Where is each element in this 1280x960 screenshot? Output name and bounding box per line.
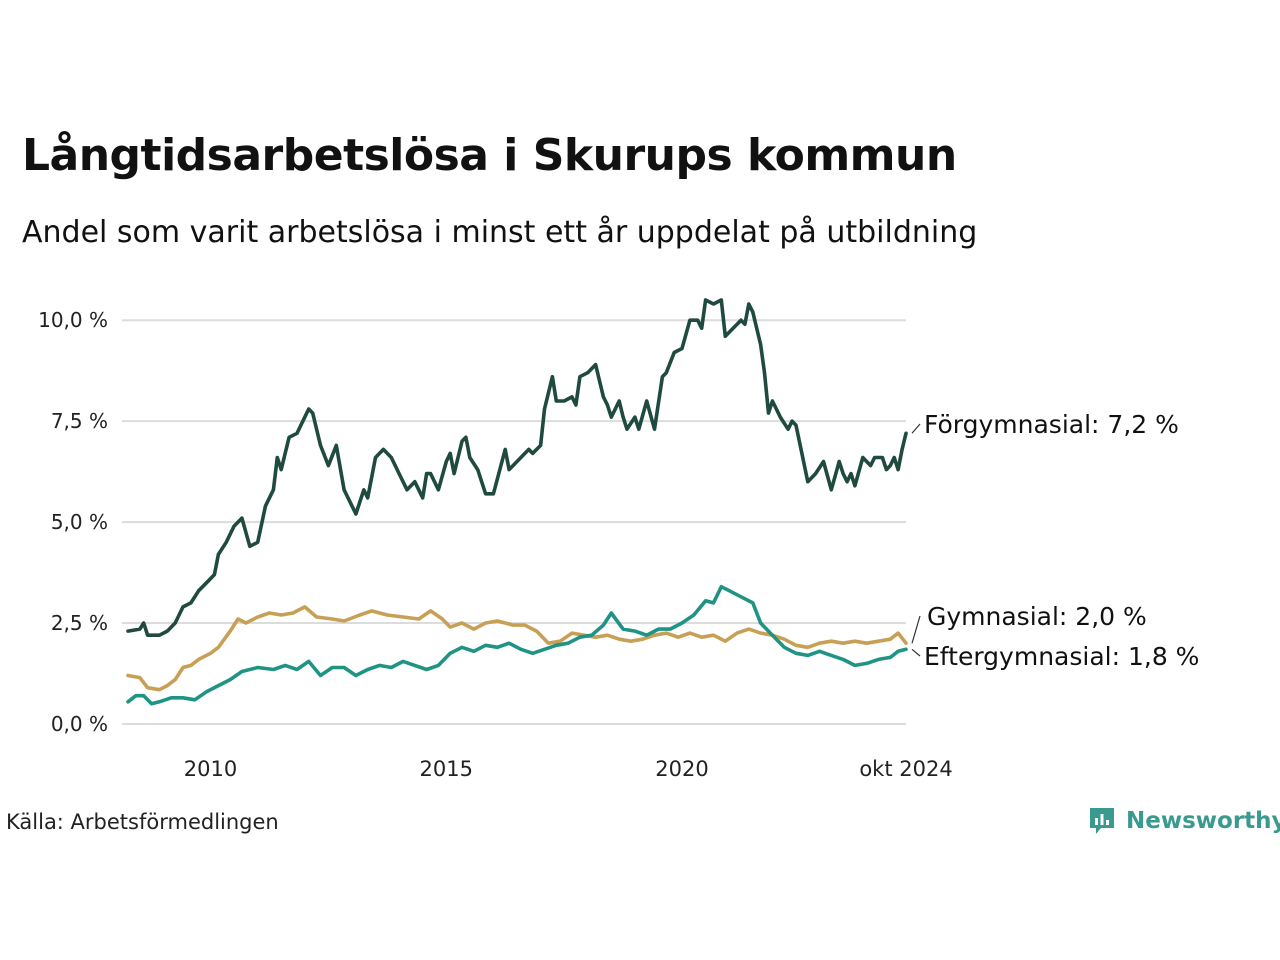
end-label-leader [911,615,921,644]
y-tick-label: 7,5 % [51,409,108,433]
series-line-f-rgymnasial [126,298,908,637]
y-tick-label: 2,5 % [51,611,108,635]
bar-chart-logo-icon [1090,808,1114,834]
end-labels: Förgymnasial: 7,2 % Gymnasial: 2,0 % Efter… [911,410,1199,671]
x-axis-ticks: 2010 2015 2020 okt 2024 [184,757,953,781]
brand-name: Newsworthy [1126,808,1280,834]
source-note: Källa: Arbetsförmedlingen [6,810,279,834]
chart-subtitle: Andel som varit arbetslösa i minst ett å… [22,215,978,250]
series-line-eftergymnasial [126,584,908,706]
series-lines [126,298,908,706]
y-tick-label: 0,0 % [51,712,108,736]
x-tick-label: 2010 [184,757,237,781]
x-tick-label: 2015 [420,757,473,781]
y-tick-label: 5,0 % [51,510,108,534]
end-label-leader [911,648,921,657]
grid-lines [122,319,906,725]
end-label-f-rgymnasial: Förgymnasial: 7,2 % [924,410,1179,439]
y-tick-label: 10,0 % [38,308,108,332]
end-label-leader [911,423,921,434]
x-tick-label: 2020 [655,757,708,781]
y-axis-ticks: 0,0 % 2,5 % 5,0 % 7,5 % 10,0 % [38,308,108,736]
series-line-gymnasial [126,605,908,692]
x-tick-label: okt 2024 [859,757,952,781]
end-label-eftergymnasial: Eftergymnasial: 1,8 % [924,642,1199,671]
end-label-gymnasial: Gymnasial: 2,0 % [927,602,1147,631]
brand-logo: Newsworthy [1088,803,1280,839]
chart-title: Långtidsarbetslösa i Skurups kommun [22,130,957,181]
